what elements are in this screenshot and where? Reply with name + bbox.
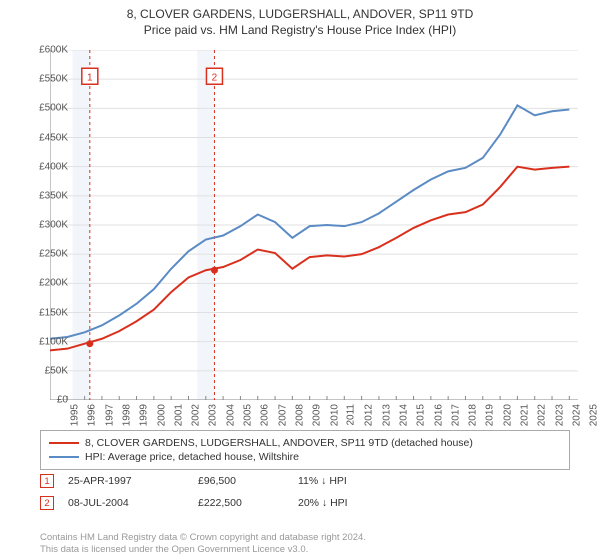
sale-diff-2: 20% ↓ HPI xyxy=(298,497,418,509)
sale-row-1: 1 25-APR-1997 £96,500 11% ↓ HPI xyxy=(40,474,418,488)
legend-row: HPI: Average price, detached house, Wilt… xyxy=(49,450,561,464)
sale-price-2: £222,500 xyxy=(198,497,298,509)
legend-box: 8, CLOVER GARDENS, LUDGERSHALL, ANDOVER,… xyxy=(40,430,570,470)
sale-date-2: 08-JUL-2004 xyxy=(68,497,198,509)
legend-swatch-series-0 xyxy=(49,442,79,444)
sale-row-2: 2 08-JUL-2004 £222,500 20% ↓ HPI xyxy=(40,496,418,510)
footer-line-1: Contains HM Land Registry data © Crown c… xyxy=(40,532,366,543)
sale-diff-1: 11% ↓ HPI xyxy=(298,475,418,487)
svg-text:2: 2 xyxy=(212,72,218,83)
sale-badge-2: 2 xyxy=(40,496,54,510)
title-line-1: 8, CLOVER GARDENS, LUDGERSHALL, ANDOVER,… xyxy=(127,7,474,21)
footer-attribution: Contains HM Land Registry data © Crown c… xyxy=(40,532,366,556)
legend-label-series-0: 8, CLOVER GARDENS, LUDGERSHALL, ANDOVER,… xyxy=(85,437,473,449)
sale-price-1: £96,500 xyxy=(198,475,298,487)
chart-container: 8, CLOVER GARDENS, LUDGERSHALL, ANDOVER,… xyxy=(0,0,600,560)
chart-title: 8, CLOVER GARDENS, LUDGERSHALL, ANDOVER,… xyxy=(0,0,600,38)
sale-badge-1: 1 xyxy=(40,474,54,488)
legend-row: 8, CLOVER GARDENS, LUDGERSHALL, ANDOVER,… xyxy=(49,436,561,450)
legend-swatch-series-1 xyxy=(49,456,79,458)
title-line-2: Price paid vs. HM Land Registry's House … xyxy=(144,23,456,37)
svg-text:1: 1 xyxy=(87,72,93,83)
legend-label-series-1: HPI: Average price, detached house, Wilt… xyxy=(85,451,299,463)
chart-svg: 12 xyxy=(50,50,578,400)
sale-date-1: 25-APR-1997 xyxy=(68,475,198,487)
footer-line-2: This data is licensed under the Open Gov… xyxy=(40,544,308,555)
chart-plot-area: 12 xyxy=(50,50,578,400)
